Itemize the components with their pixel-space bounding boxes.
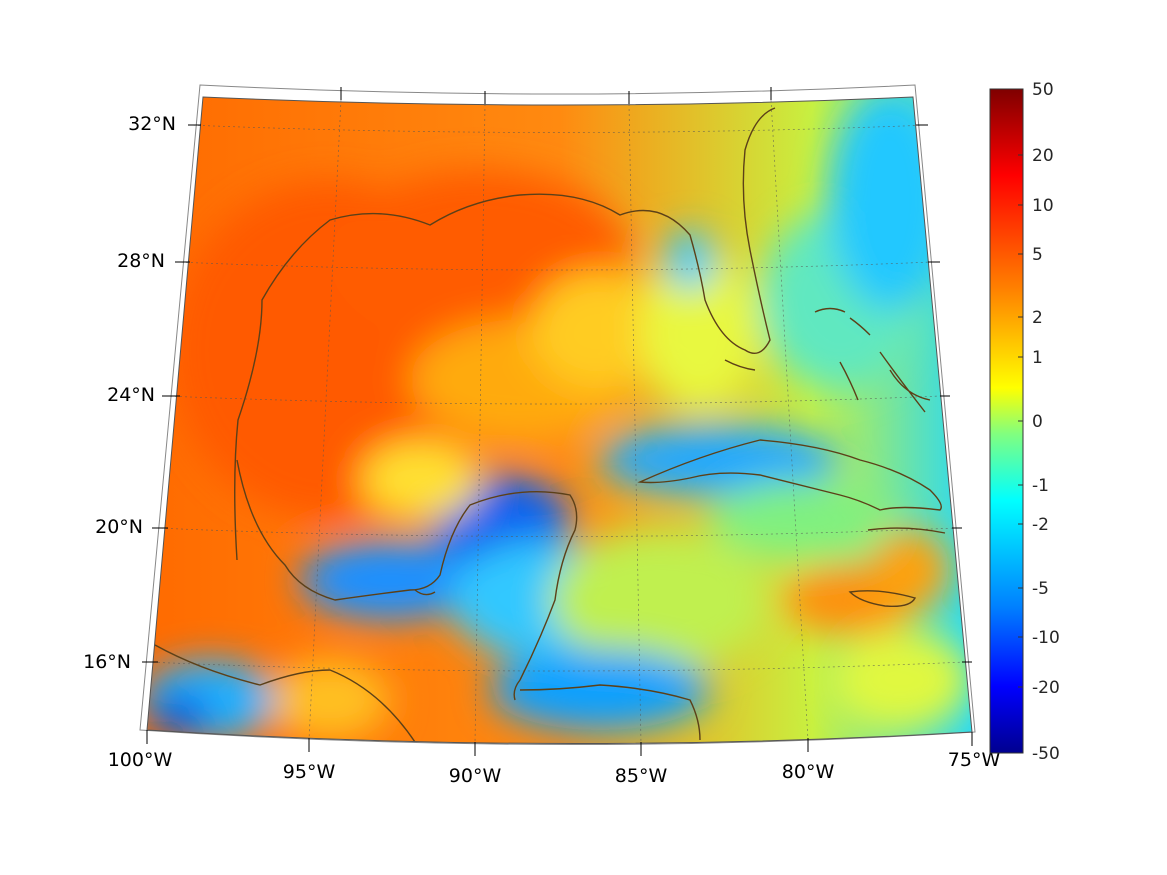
lat-ticks — [142, 124, 972, 663]
colorbar-tick: -5 — [1032, 579, 1049, 599]
lon-label-80: 80°W — [782, 761, 835, 783]
lon-label-75: 75°W — [948, 749, 1001, 771]
lat-label-28: 28°N — [117, 250, 165, 272]
lon-labels: 100°W 95°W 90°W 85°W 80°W 75°W — [108, 749, 1001, 787]
graticule — [147, 99, 966, 745]
colorbar-tick: 1 — [1032, 348, 1043, 368]
lon-label-90: 90°W — [449, 765, 502, 787]
lon-label-95: 95°W — [283, 761, 336, 783]
lon-label-85: 85°W — [615, 765, 668, 787]
colorbar-tick: 5 — [1032, 245, 1043, 265]
lat-label-20: 20°N — [95, 516, 143, 538]
colorbar-tick: -1 — [1032, 476, 1049, 496]
map-frame — [139, 84, 976, 746]
data-field — [147, 97, 972, 744]
lat-label-16: 16°N — [83, 651, 131, 673]
colorbar-tick: 2 — [1032, 308, 1043, 328]
colorbar-tick: -20 — [1032, 678, 1060, 698]
lat-label-24: 24°N — [107, 384, 155, 406]
lon-ticks — [146, 87, 973, 756]
colorbar-tick: -50 — [1032, 744, 1060, 764]
colorbar-tick: -2 — [1032, 515, 1049, 535]
lon-label-100: 100°W — [108, 749, 173, 771]
colorbar-tick: 20 — [1032, 146, 1054, 166]
colorbar-tick: -10 — [1032, 628, 1060, 648]
coastline — [154, 107, 946, 743]
lat-label-32: 32°N — [128, 113, 176, 135]
colorbar-tick: 50 — [1032, 80, 1054, 100]
lat-labels: 32°N 28°N 24°N 20°N 16°N — [83, 113, 176, 673]
colorbar-tick: 10 — [1032, 196, 1054, 216]
colorbar: 50 20 10 5 2 1 0 -1 -2 -5 -10 -20 -50 — [989, 80, 1060, 764]
colorbar-tick: 0 — [1032, 412, 1043, 432]
